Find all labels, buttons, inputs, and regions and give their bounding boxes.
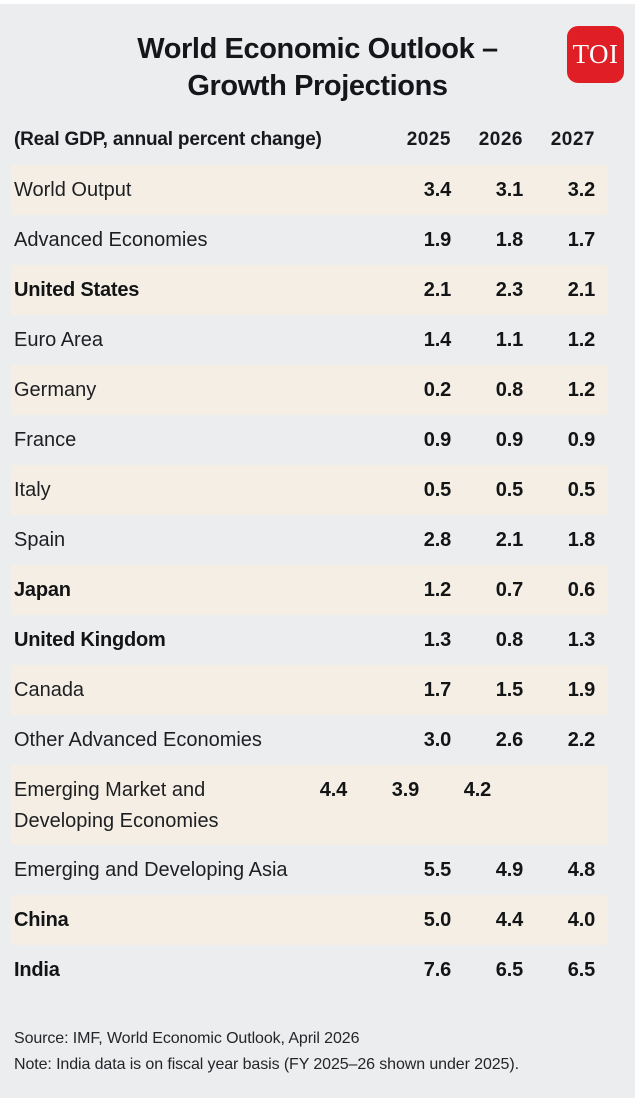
- row-value-2025: 0.2: [423, 378, 451, 401]
- row-label: Emerging and Developing Asia: [14, 858, 288, 881]
- row-value-2025: 1.9: [423, 228, 451, 251]
- row-value-2027: 1.8: [567, 528, 595, 551]
- table-row: Japan 1.2 0.7 0.6: [11, 565, 608, 615]
- table-row: India 7.6 6.5 6.5: [11, 945, 608, 995]
- row-value-2027: 1.3: [567, 628, 595, 651]
- row-value-2027: 2.2: [567, 728, 595, 751]
- table-header-row: (Real GDP, annual percent change) 2025 2…: [11, 129, 608, 165]
- row-value-2027: 4.0: [567, 908, 595, 931]
- table-row: Other Advanced Economies 3.0 2.6 2.2: [11, 715, 608, 765]
- table-row: Emerging and Developing Asia 5.5 4.9 4.8: [11, 845, 608, 895]
- row-value-2027: 6.5: [567, 958, 595, 981]
- table-row: World Output 3.4 3.1 3.2: [11, 165, 608, 215]
- row-value-2026: 4.9: [495, 858, 523, 881]
- row-value-2026: 1.5: [495, 678, 523, 701]
- row-value-2026: 3.9: [391, 779, 419, 801]
- row-label: United Kingdom: [14, 628, 166, 651]
- row-label: China: [14, 908, 69, 931]
- bottom-edge-strip: [0, 1098, 635, 1101]
- unit-label: (Real GDP, annual percent change): [14, 129, 322, 150]
- row-value-2025: 1.2: [423, 578, 451, 601]
- row-value-2025: 1.3: [423, 628, 451, 651]
- row-label: Emerging Market and Developing Economies: [14, 779, 219, 832]
- toi-logo-text: TOI: [572, 39, 619, 69]
- row-value-2026: 0.8: [495, 628, 523, 651]
- row-value-2026: 1.8: [495, 228, 523, 251]
- row-value-2027: 0.6: [567, 578, 595, 601]
- row-label: Spain: [14, 528, 66, 551]
- growth-projections-table: (Real GDP, annual percent change) 2025 2…: [11, 129, 608, 995]
- table-row: Emerging Market and Developing Economies…: [11, 765, 608, 845]
- row-value-2025: 1.4: [423, 328, 451, 351]
- row-value-2027: 1.2: [567, 378, 595, 401]
- table-row: United States 2.1 2.3 2.1: [11, 265, 608, 315]
- footer: Source: IMF, World Economic Outlook, Apr…: [14, 1026, 621, 1078]
- row-value-2025: 0.5: [423, 478, 451, 501]
- row-value-2025: 4.4: [319, 779, 347, 801]
- column-header-2026: 2026: [478, 129, 523, 150]
- row-value-2025: 3.0: [423, 728, 451, 751]
- toi-logo: TOI: [567, 26, 624, 83]
- table-row: Euro Area 1.4 1.1 1.2: [11, 315, 608, 365]
- top-edge-strip: [0, 0, 635, 4]
- row-value-2025: 0.9: [423, 428, 451, 451]
- row-label: France: [14, 428, 77, 451]
- page-title: World Economic Outlook – Growth Projecti…: [0, 0, 635, 105]
- row-value-2026: 2.1: [495, 528, 523, 551]
- table-row: United Kingdom 1.3 0.8 1.3: [11, 615, 608, 665]
- row-label: World Output: [14, 178, 132, 201]
- row-label: Canada: [14, 678, 85, 701]
- row-value-2026: 1.1: [495, 328, 523, 351]
- row-value-2027: 1.7: [567, 228, 595, 251]
- table-row: France 0.9 0.9 0.9: [11, 415, 608, 465]
- table-row: Canada 1.7 1.5 1.9: [11, 665, 608, 715]
- table-body: World Output 3.4 3.1 3.2 Advanced Econom…: [11, 165, 608, 995]
- page-title-line1: World Economic Outlook –: [137, 33, 498, 65]
- table-row: China 5.0 4.4 4.0: [11, 895, 608, 945]
- row-value-2026: 2.6: [495, 728, 523, 751]
- row-value-2026: 0.7: [495, 578, 523, 601]
- row-value-2027: 0.9: [567, 428, 595, 451]
- row-value-2026: 6.5: [495, 958, 523, 981]
- row-value-2027: 2.1: [567, 278, 595, 301]
- page-title-line2: Growth Projections: [187, 70, 448, 102]
- row-label: Germany: [14, 378, 97, 401]
- column-header-2027: 2027: [550, 129, 595, 150]
- row-label: Other Advanced Economies: [14, 728, 262, 751]
- row-label: Japan: [14, 578, 71, 601]
- row-value-2025: 5.0: [423, 908, 451, 931]
- row-label: Italy: [14, 478, 51, 501]
- row-value-2027: 3.2: [567, 178, 595, 201]
- row-value-2025: 2.1: [423, 278, 451, 301]
- row-value-2026: 2.3: [495, 278, 523, 301]
- source-note: Source: IMF, World Economic Outlook, Apr…: [14, 1030, 360, 1047]
- row-value-2026: 0.8: [495, 378, 523, 401]
- table-row: Italy 0.5 0.5 0.5: [11, 465, 608, 515]
- row-value-2025: 3.4: [423, 178, 451, 201]
- row-label: Euro Area: [14, 328, 103, 351]
- fiscal-year-note: Note: India data is on fiscal year basis…: [14, 1056, 519, 1073]
- table-row: Advanced Economies 1.9 1.8 1.7: [11, 215, 608, 265]
- row-label: India: [14, 958, 60, 981]
- row-value-2026: 0.5: [495, 478, 523, 501]
- row-value-2026: 3.1: [495, 178, 523, 201]
- table-row: Germany 0.2 0.8 1.2: [11, 365, 608, 415]
- row-value-2027: 4.8: [567, 858, 595, 881]
- row-value-2027: 4.2: [463, 779, 491, 801]
- column-header-2025: 2025: [406, 129, 451, 150]
- row-value-2025: 7.6: [423, 958, 451, 981]
- row-value-2025: 2.8: [423, 528, 451, 551]
- row-value-2025: 5.5: [423, 858, 451, 881]
- table-row: Spain 2.8 2.1 1.8: [11, 515, 608, 565]
- row-value-2027: 1.9: [567, 678, 595, 701]
- row-label: United States: [14, 278, 140, 301]
- row-value-2026: 4.4: [495, 908, 523, 931]
- row-value-2027: 0.5: [567, 478, 595, 501]
- row-value-2025: 1.7: [423, 678, 451, 701]
- row-label: Advanced Economies: [14, 228, 208, 251]
- row-value-2027: 1.2: [567, 328, 595, 351]
- row-value-2026: 0.9: [495, 428, 523, 451]
